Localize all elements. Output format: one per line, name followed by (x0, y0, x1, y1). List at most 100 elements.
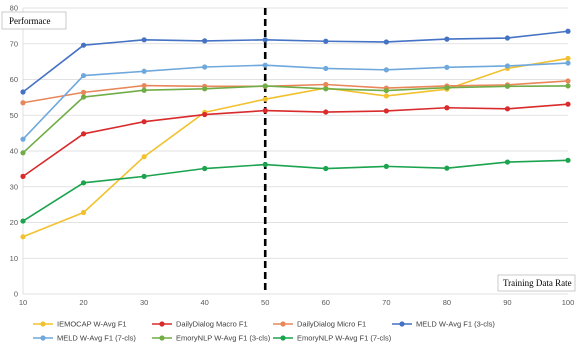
data-point (444, 36, 450, 42)
data-point (444, 85, 450, 91)
series-5 (20, 60, 571, 142)
data-point (383, 39, 389, 45)
series-line (22, 62, 569, 140)
legend-label: DailyDialog Micro F1 (297, 320, 366, 329)
data-point (504, 83, 511, 89)
data-point (20, 136, 26, 142)
data-point (202, 86, 208, 92)
x-tick-label: 90 (503, 298, 511, 307)
data-point (262, 96, 268, 102)
data-point (202, 38, 208, 44)
legend-label: MELD W-Avg F1 (3-cls) (416, 320, 495, 329)
legend-item: EmoryNLP W-Avg F1 (7-cls) (273, 334, 392, 343)
data-point (262, 83, 268, 89)
series-line (22, 103, 569, 178)
legend-swatch-marker (280, 321, 286, 327)
series-line (22, 80, 569, 104)
y-axis-ticks: 0 10 20 30 40 50 60 70 80 (10, 4, 18, 299)
legend-item: EmoryNLP W-Avg F1 (3-cls) (152, 334, 271, 343)
legend-swatch-marker (399, 321, 405, 327)
data-point (323, 86, 329, 92)
data-point (565, 78, 571, 84)
y-tick-label: 0 (14, 290, 18, 299)
series-line (22, 85, 569, 154)
data-point (504, 35, 511, 41)
data-point (80, 72, 87, 79)
data-point (504, 159, 511, 165)
legend: IEMOCAP W-Avg F1 DailyDialog Macro F1 Dail… (33, 320, 495, 343)
data-point (141, 82, 147, 89)
data-point (141, 68, 147, 74)
x-tick-label: 40 (200, 298, 208, 307)
data-point (444, 165, 450, 171)
series-line (22, 30, 569, 93)
data-point (383, 163, 389, 169)
data-point (565, 55, 571, 62)
data-point (202, 64, 208, 70)
gridlines (22, 7, 568, 295)
data-point (80, 131, 87, 137)
data-point (565, 157, 571, 163)
data-point (262, 161, 268, 168)
data-point (383, 87, 389, 94)
data-point (262, 108, 268, 114)
data-point (444, 64, 450, 70)
data-point (141, 154, 147, 160)
series-6 (20, 83, 571, 156)
legend-swatch-marker (40, 335, 46, 341)
series-3 (20, 78, 571, 106)
data-point (80, 42, 87, 48)
y-axis-title: Performace (9, 16, 50, 26)
data-point (504, 63, 511, 69)
series-1 (20, 55, 571, 240)
data-point (20, 100, 26, 106)
y-tick-label: 80 (10, 4, 18, 13)
x-axis-title-box (497, 274, 576, 292)
x-axis-ticks: 10 20 30 40 50 60 70 80 90 100 (19, 298, 574, 307)
data-point (565, 60, 571, 66)
data-point (202, 111, 208, 118)
legend-item: DailyDialog Macro F1 (152, 320, 248, 329)
series-4 (20, 28, 571, 95)
series-line (22, 159, 569, 222)
x-tick-label: 10 (19, 298, 27, 307)
legend-swatch-marker (40, 321, 46, 327)
data-point (323, 109, 329, 115)
data-point (20, 173, 26, 179)
y-tick-label: 30 (10, 182, 18, 191)
data-point (20, 234, 26, 240)
series-lines (20, 28, 571, 240)
y-tick-label: 40 (10, 147, 18, 156)
data-point (323, 165, 329, 172)
legend-label: EmoryNLP W-Avg F1 (7-cls) (297, 334, 392, 343)
series-line (22, 57, 569, 238)
legend-label: DailyDialog Macro F1 (176, 320, 248, 329)
data-point (80, 209, 87, 216)
data-point (202, 165, 208, 172)
data-point (141, 173, 147, 179)
data-point (504, 106, 511, 112)
data-point (383, 108, 389, 114)
x-tick-label: 70 (382, 298, 390, 307)
legend-item: MELD W-Avg F1 (7-cls) (33, 334, 136, 343)
x-tick-label: 60 (322, 298, 330, 307)
data-point (141, 87, 147, 93)
data-point (444, 105, 450, 111)
legend-swatch-marker (280, 335, 286, 341)
y-tick-label: 20 (10, 218, 18, 227)
data-point (323, 38, 329, 44)
y-axis-title-box (1, 11, 67, 30)
x-tick-label: 100 (562, 298, 575, 307)
legend-swatch-marker (159, 335, 165, 341)
x-tick-label: 80 (443, 298, 451, 307)
data-point (262, 62, 268, 68)
x-tick-label: 30 (140, 298, 148, 307)
y-tick-label: 50 (10, 111, 18, 120)
series-2 (20, 101, 571, 179)
legend-item: MELD W-Avg F1 (3-cls) (392, 320, 495, 329)
data-point (141, 37, 147, 43)
series-7 (20, 157, 571, 224)
data-point (383, 67, 389, 73)
data-point (20, 89, 26, 95)
